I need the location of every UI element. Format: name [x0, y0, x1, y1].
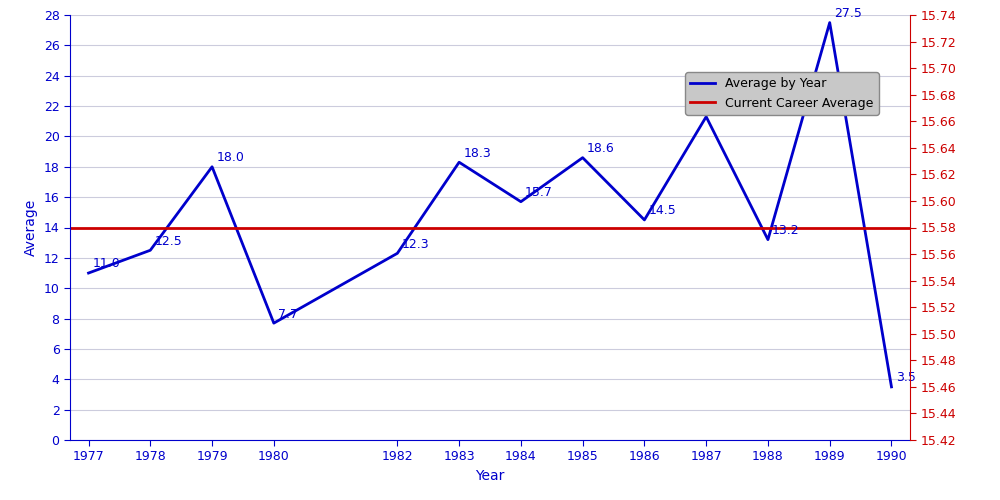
Average by Year — [268, 320, 280, 326]
Line: Average by Year: Average by Year — [89, 22, 891, 387]
Text: 12.3: 12.3 — [402, 238, 429, 250]
Average by Year — [391, 250, 403, 256]
Text: 15.7: 15.7 — [525, 186, 553, 199]
Average by Year — [762, 236, 774, 242]
Average by Year — [453, 159, 465, 165]
Average by Year — [144, 248, 156, 254]
Average by Year — [638, 217, 650, 223]
Text: 14.5: 14.5 — [649, 204, 676, 218]
Average by Year — [700, 114, 712, 119]
Average by Year — [577, 154, 589, 160]
Text: 7.7: 7.7 — [278, 308, 298, 320]
X-axis label: Year: Year — [475, 469, 505, 483]
Text: 18.6: 18.6 — [587, 142, 615, 155]
Text: 11.0: 11.0 — [93, 258, 120, 270]
Text: 18.0: 18.0 — [216, 151, 244, 164]
Text: 21.3: 21.3 — [710, 101, 738, 114]
Y-axis label: Average: Average — [24, 199, 38, 256]
Text: 12.5: 12.5 — [154, 234, 182, 248]
Average by Year — [83, 270, 95, 276]
Average by Year — [206, 164, 218, 170]
Legend: Average by Year, Current Career Average: Average by Year, Current Career Average — [685, 72, 879, 114]
Average by Year — [824, 20, 836, 26]
Text: 3.5: 3.5 — [896, 372, 916, 384]
Text: 27.5: 27.5 — [834, 7, 862, 20]
Text: 18.3: 18.3 — [463, 146, 491, 160]
Average by Year — [885, 384, 897, 390]
Text: 13.2: 13.2 — [772, 224, 800, 237]
Average by Year — [515, 198, 527, 204]
